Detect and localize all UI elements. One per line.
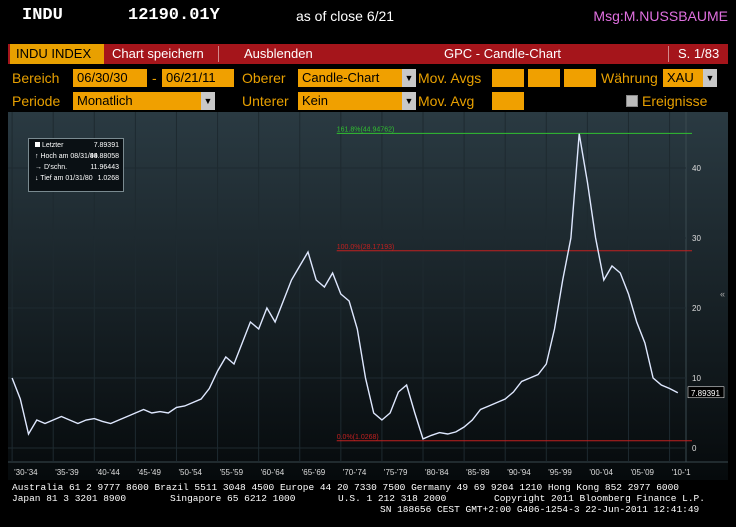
legend-last-label: Letzter <box>42 142 64 149</box>
chart-background <box>8 112 728 480</box>
mov-avg-label: Mov. Avg <box>418 93 475 109</box>
x-tick-label: '85-'89 <box>466 468 490 477</box>
fib-level-label: 161.8%(44.94762) <box>337 126 395 133</box>
lower-label: Unterer <box>242 93 289 109</box>
y-tick-label: 10 <box>692 374 701 383</box>
ticker-symbol: INDU <box>22 6 63 25</box>
page-indicator: S. 1/83 <box>678 46 720 61</box>
x-tick-label: '35-'39 <box>55 468 79 477</box>
x-tick-label: '55-'59 <box>220 468 244 477</box>
chevron-down-icon[interactable]: ▼ <box>201 92 215 110</box>
y-ticks: 0 10 20 30 40 <box>692 164 701 453</box>
period-select[interactable]: Monatlich <box>73 92 201 110</box>
y-tick-label: 40 <box>692 164 701 173</box>
x-tick-label: '40-'44 <box>96 468 120 477</box>
price-value: 12190.01Y <box>128 6 220 25</box>
chevron-down-icon[interactable]: ▼ <box>402 69 416 87</box>
avg-marker-icon: → <box>35 164 42 171</box>
y-tick-label: 0 <box>692 444 697 453</box>
bar-divider <box>668 46 669 62</box>
upper-select[interactable]: Candle-Chart <box>298 69 402 87</box>
mov-avg-field-2[interactable] <box>528 69 560 87</box>
legend-low-label: Tief am 01/31/80 <box>40 175 93 182</box>
chart-legend: Letzter 7.89391 ↑ Hoch am 08/31/99 44.88… <box>28 138 124 192</box>
x-tick-label: '30-'34 <box>14 468 38 477</box>
mov-avg-field-3[interactable] <box>564 69 596 87</box>
legend-high-value: 44.88058 <box>89 153 119 160</box>
x-tick-label: '65-'69 <box>302 468 326 477</box>
footer: Australia 61 2 9777 8600 Brazil 5511 304… <box>0 480 736 527</box>
x-tick-label: '60-'64 <box>261 468 285 477</box>
last-price-marker: 7.89391 <box>687 386 725 399</box>
as-of-close: as of close 6/21 <box>296 8 395 24</box>
legend-avg: → D'schn. <box>35 164 67 171</box>
bar-divider <box>218 46 219 62</box>
save-chart-button[interactable]: Chart speichern <box>112 46 204 61</box>
fib-level-label: 0.0%(1.0268) <box>337 434 379 441</box>
x-tick-label: '70-'74 <box>343 468 367 477</box>
mov-avg-field-1[interactable] <box>492 69 524 87</box>
footer-line-3: SN 188656 CEST GMT+2:00 G406-1254-3 22-J… <box>380 504 700 515</box>
upper-label: Oberer <box>242 70 286 86</box>
x-tick-label: '95-'99 <box>548 468 572 477</box>
x-tick-label: '75-'79 <box>384 468 408 477</box>
events-checkbox[interactable] <box>626 95 638 107</box>
events-label: Ereignisse <box>642 93 708 109</box>
x-tick-label: '80-'84 <box>425 468 449 477</box>
x-tick-label: '90-'94 <box>507 468 531 477</box>
y-tick-label: 30 <box>692 234 701 243</box>
currency-label: Währung <box>601 70 658 86</box>
function-bar: INDU INDEX Chart speichern Ausblenden GP… <box>8 44 728 64</box>
legend-low-value: 1.0268 <box>97 175 119 182</box>
legend-last-value: 7.89391 <box>93 142 119 149</box>
chart-title: GPC - Candle-Chart <box>444 46 562 61</box>
footer-japan: Japan 81 3 3201 8900 <box>12 493 127 504</box>
header: INDU 12190.01Y as of close 6/21 Msg:M.NU… <box>0 0 736 36</box>
footer-line-1: Australia 61 2 9777 8600 Brazil 5511 304… <box>12 482 680 493</box>
mov-avgs-label: Mov. Avgs <box>418 70 482 86</box>
hide-button[interactable]: Ausblenden <box>244 46 313 61</box>
x-tick-label: '50-'54 <box>178 468 202 477</box>
currency-select[interactable]: XAU <box>663 69 703 87</box>
legend-avg-label: D'schn. <box>43 164 68 171</box>
chevron-down-icon[interactable]: ▼ <box>402 92 416 110</box>
last-square-icon <box>35 142 40 147</box>
footer-singapore: Singapore 65 6212 1000 <box>170 493 296 504</box>
low-marker-icon: ↓ <box>35 175 39 182</box>
y-tick-label: 20 <box>692 304 701 313</box>
x-tick-label: '45-'49 <box>137 468 161 477</box>
x-tick-label: '10-'1 <box>672 468 692 477</box>
index-button[interactable]: INDU INDEX <box>10 44 104 64</box>
fib-level-label: 100.0%(28.17193) <box>337 244 395 251</box>
scroll-arrow-icon[interactable]: « <box>720 289 725 299</box>
x-ticks: '30-'34 '35-'39 '40-'44 '45-'49 '50-'54 '55-'… <box>14 468 691 477</box>
lower-select[interactable]: Kein <box>298 92 402 110</box>
range-start-field[interactable]: 06/30/30 <box>73 69 147 87</box>
legend-high-label: Hoch am 08/31/99 <box>40 153 98 160</box>
mov-avg-field[interactable] <box>492 92 524 110</box>
footer-us: U.S. 1 212 318 2000 <box>338 493 447 504</box>
fib-levels: 161.8%(44.94762) 100.0%(28.17193) 0.0%(1.0… <box>336 126 692 442</box>
period-label: Periode <box>12 93 61 109</box>
legend-last: Letzter <box>35 142 63 149</box>
range-end-field[interactable]: 06/21/11 <box>162 69 234 87</box>
legend-low: ↓ Tief am 01/31/80 <box>35 175 93 182</box>
footer-copyright: Copyright 2011 Bloomberg Finance L.P. <box>494 493 705 504</box>
x-tick-label: '05-'09 <box>630 468 654 477</box>
price-series-line <box>11 133 679 440</box>
last-price-label: 7.89391 <box>691 389 720 398</box>
range-label: Bereich <box>12 70 60 86</box>
high-marker-icon: ↑ <box>35 153 39 160</box>
message-link[interactable]: Msg:M.NUSSBAUME <box>593 8 728 24</box>
chevron-down-icon[interactable]: ▼ <box>703 69 717 87</box>
legend-high: ↑ Hoch am 08/31/99 <box>35 153 98 160</box>
legend-avg-value: 11.96443 <box>90 164 119 171</box>
price-chart[interactable]: 161.8%(44.94762) 100.0%(28.17193) 0.0%(1.0… <box>8 112 728 480</box>
x-tick-label: '00-'04 <box>589 468 613 477</box>
range-dash: - <box>152 70 157 86</box>
